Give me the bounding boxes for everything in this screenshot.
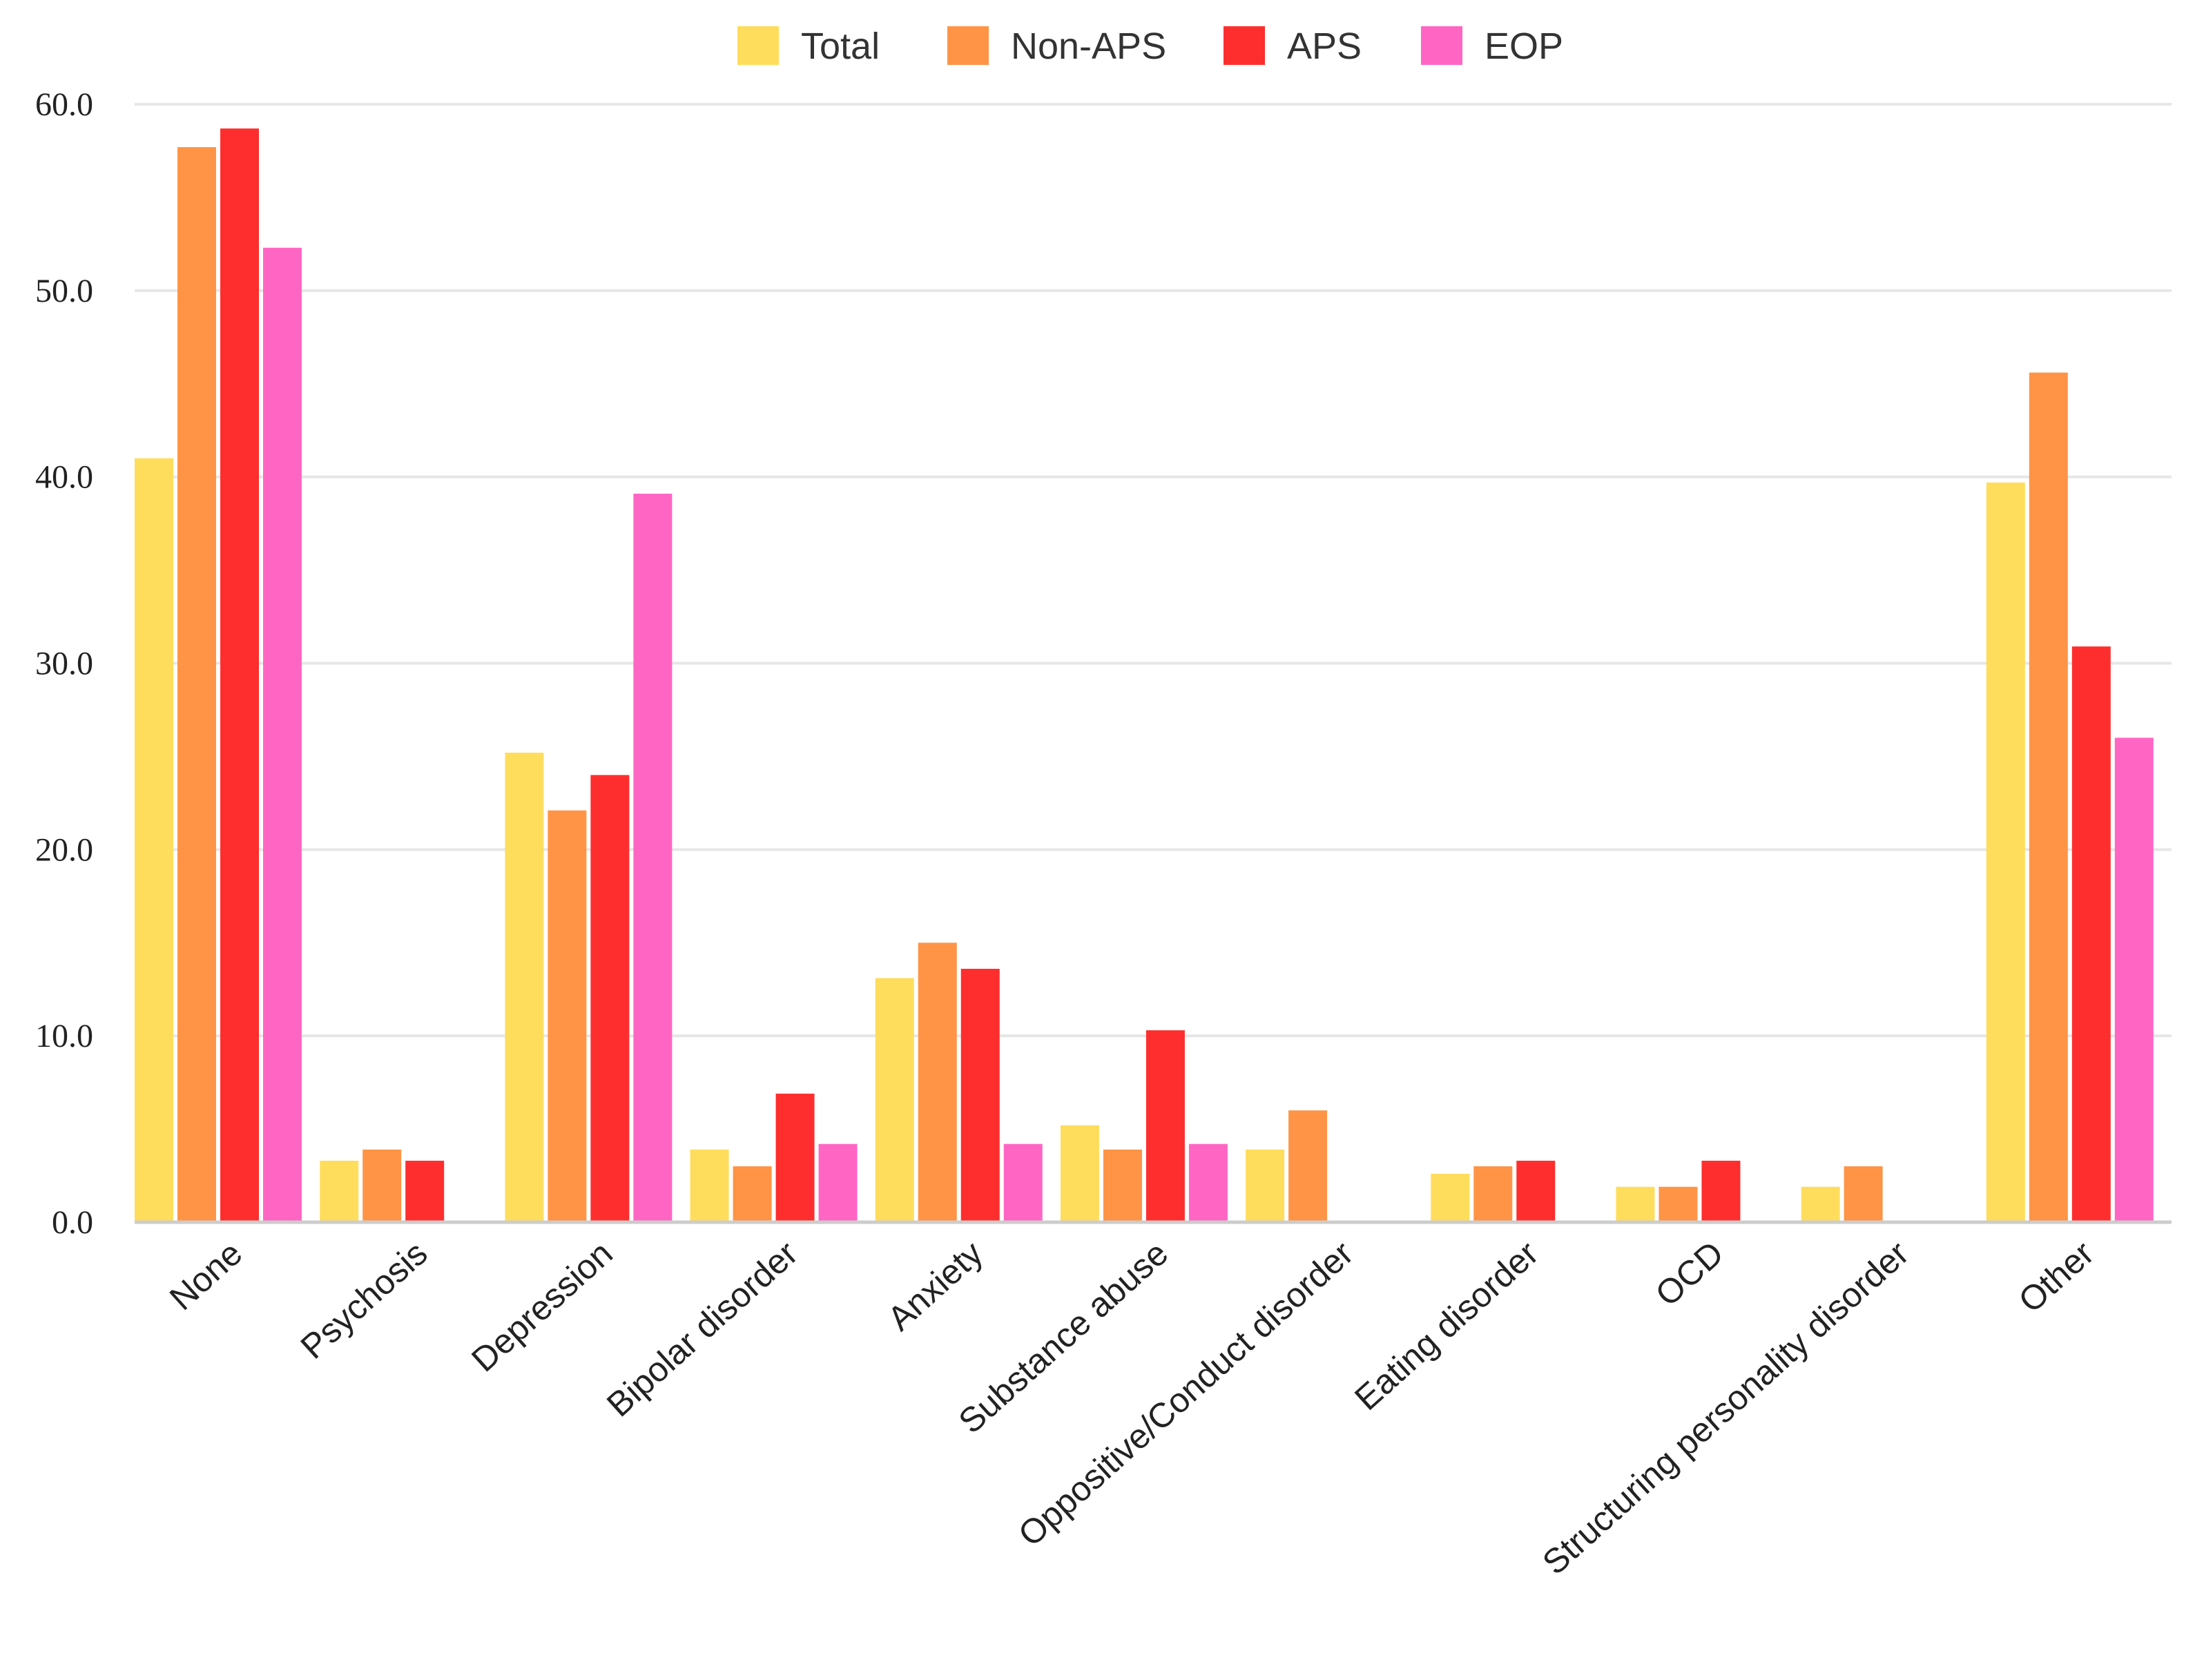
bar-none-non-aps <box>177 147 216 1223</box>
bar-substance-abuse-total <box>1060 1125 1099 1222</box>
bar-eating-disorder-aps <box>1516 1160 1556 1222</box>
bar-ocd-aps <box>1701 1160 1741 1222</box>
bar-substance-abuse-non-aps <box>1103 1149 1142 1222</box>
y-tick-label: 50.0 <box>35 273 93 309</box>
bar-structuring-personality-disorder-total <box>1801 1186 1840 1222</box>
x-tick-label-bipolar-disorder: Bipolar disorder <box>599 1234 805 1425</box>
bar-other-total <box>1986 482 2025 1222</box>
legend-swatch-aps <box>1224 26 1265 65</box>
bar-ocd-total <box>1616 1186 1655 1222</box>
bar-psychosis-total <box>320 1160 359 1222</box>
x-tick-label-other: Other <box>2011 1234 2101 1320</box>
legend: Total Non-APS APS EOP <box>737 26 1563 67</box>
bar-bipolar-disorder-total <box>690 1149 729 1222</box>
y-tick-label: 30.0 <box>35 646 93 682</box>
legend-swatch-non-aps <box>947 26 989 65</box>
legend-label-aps: APS <box>1287 26 1362 67</box>
bar-substance-abuse-aps <box>1145 1030 1185 1222</box>
y-tick-label: 10.0 <box>35 1018 93 1054</box>
bar-anxiety-total <box>875 978 914 1222</box>
x-tick-label-oppositive-conduct-disorder: Oppositive/Conduct disorder <box>1011 1234 1360 1554</box>
bars <box>135 128 2154 1223</box>
legend-label-non-aps: Non-APS <box>1011 26 1166 67</box>
x-tick-label-none: None <box>162 1234 249 1318</box>
bar-anxiety-non-aps <box>918 943 957 1222</box>
bar-eating-disorder-non-aps <box>1473 1166 1513 1222</box>
bar-structuring-personality-disorder-non-aps <box>1844 1166 1883 1222</box>
bar-other-eop <box>2114 737 2154 1222</box>
x-tick-label-depression: Depression <box>464 1234 619 1380</box>
legend-swatch-eop <box>1421 26 1462 65</box>
y-tick-label: 0.0 <box>52 1204 93 1241</box>
bar-depression-aps <box>590 775 630 1222</box>
x-tick-label-eating-disorder: Eating disorder <box>1347 1234 1545 1418</box>
bar-none-eop <box>263 247 302 1222</box>
bar-psychosis-aps <box>405 1160 445 1222</box>
bar-none-total <box>135 458 173 1222</box>
bar-psychosis-non-aps <box>362 1149 402 1222</box>
bar-oppositive-conduct-disorder-non-aps <box>1288 1110 1328 1222</box>
y-tick-label: 20.0 <box>35 831 93 868</box>
bar-other-non-aps <box>2029 372 2068 1222</box>
bar-none-aps <box>220 128 259 1222</box>
bar-anxiety-eop <box>1003 1143 1043 1222</box>
x-tick-label-psychosis: Psychosis <box>293 1234 435 1367</box>
bar-depression-total <box>505 753 544 1222</box>
legend-label-eop: EOP <box>1485 26 1563 67</box>
bar-eating-disorder-total <box>1431 1173 1470 1222</box>
x-tick-label-anxiety: Anxiety <box>880 1234 990 1338</box>
legend-label-total: Total <box>801 26 880 67</box>
y-axis-ticks: 0.0 10.0 20.0 30.0 40.0 50.0 60.0 <box>35 86 93 1241</box>
bar-depression-non-aps <box>548 810 587 1222</box>
bar-ocd-non-aps <box>1659 1186 1698 1222</box>
y-tick-label: 60.0 <box>35 86 93 123</box>
x-tick-label-ocd: OCD <box>1648 1234 1731 1314</box>
legend-swatch-total <box>737 26 779 65</box>
grid <box>135 103 2172 1038</box>
bar-depression-eop <box>633 493 673 1222</box>
bar-other-aps <box>2071 646 2111 1222</box>
bar-bipolar-disorder-eop <box>818 1143 858 1222</box>
bar-oppositive-conduct-disorder-total <box>1246 1149 1285 1222</box>
bar-anxiety-aps <box>960 969 1000 1222</box>
bar-substance-abuse-eop <box>1188 1143 1228 1222</box>
bar-bipolar-disorder-non-aps <box>733 1166 772 1222</box>
y-tick-label: 40.0 <box>35 459 93 496</box>
bar-bipolar-disorder-aps <box>775 1093 815 1222</box>
x-tick-label-structuring-personality-disorder: Structuring personality disorder <box>1535 1234 1916 1583</box>
